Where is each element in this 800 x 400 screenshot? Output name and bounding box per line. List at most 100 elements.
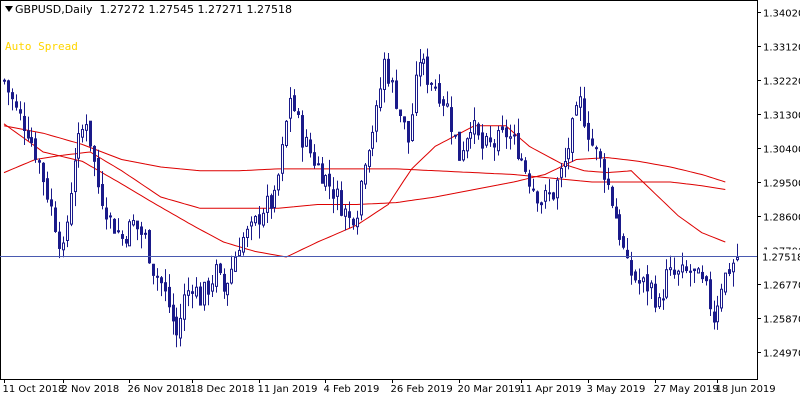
candle-bull [422,58,425,64]
candle-bull [560,167,563,178]
candle-bear [332,189,335,199]
candle-bear [136,220,139,230]
candle-bear [442,99,445,106]
candle-bear [638,280,641,284]
candle-bear [3,79,6,82]
candle-bear [348,211,351,218]
dropdown-triangle-icon[interactable] [5,6,13,12]
y-tick-label: 1.24970 [763,349,800,360]
y-tick-label: 1.32220 [763,77,800,88]
candle-bull [732,262,735,273]
candle-bull [85,124,88,131]
x-tick-label: 27 May 2019 [654,384,719,395]
candle-bull [567,148,570,160]
candle-bear [611,186,614,206]
candle-bear [528,173,531,187]
candle-bear [713,311,716,323]
candle-bull [473,120,476,135]
candle-bull [681,264,684,273]
candle-bull [203,281,206,306]
indicator-label: Auto Spread [5,40,78,53]
candle-bear [615,206,618,219]
candle-bear [685,266,688,272]
candle-bear [223,273,226,292]
x-tick-label: 4 Feb 2019 [324,384,380,395]
candle-bull [368,150,371,167]
candle-bull [697,268,700,274]
candle-bear [105,207,108,220]
candle-bear [501,126,504,131]
candle-bear [450,107,453,132]
candle-bear [144,232,147,235]
candle-bull [650,282,653,289]
candle-bull [724,272,727,293]
candle-bear [297,111,300,115]
candle-bear [140,226,143,235]
candle-bull [658,297,661,308]
candle-bull [391,80,394,83]
candle-bear [309,139,312,154]
low-value: 1.27271 [197,3,244,16]
candle-bear [321,163,324,184]
candle-bear [293,95,296,112]
candle-bull [74,160,77,193]
candle-bull [415,74,418,114]
candle-bear [125,239,128,244]
candle-bear [540,202,543,206]
candle-bull [364,164,367,185]
candle-bull [250,221,253,227]
candle-bear [19,109,22,114]
candle-bear [328,173,331,187]
candle-bull [564,161,567,168]
candle-bear [121,234,124,239]
candle-bear [536,191,539,204]
x-tick-label: 26 Feb 2019 [391,384,453,395]
current-price-label: 1.27518 [762,253,800,264]
candle-bear [156,275,159,278]
candle-bull [485,135,488,146]
candle-bull [677,270,680,275]
candle-bull [469,132,472,139]
candle-bear [11,92,14,100]
candle-bear [403,116,406,123]
candle-bear [15,101,18,108]
candle-bear [23,115,26,131]
candle-bull [379,88,382,109]
candle-bear [489,137,492,143]
candle-bear [618,214,621,240]
candle-bear [532,188,535,191]
candle-bear [340,190,343,216]
candle-bear [117,230,120,233]
candle-bull [419,62,422,77]
candle-bear [89,120,92,147]
candle-bull [669,267,672,271]
candle-bull [70,193,73,225]
y-tick-label: 1.33120 [763,43,800,54]
candle-bear [164,282,167,292]
candle-bear [30,137,33,144]
candle-bull [466,138,469,152]
current-price-box [758,249,800,264]
candle-bear [313,152,316,166]
x-tick-label: 20 Mar 2019 [458,384,521,395]
candle-bull [371,131,374,149]
candle-bull [215,264,218,287]
candle-bear [607,178,610,186]
candle-bull [544,190,547,202]
candle-bear [387,58,390,84]
candle-bull [273,189,276,208]
open-value: 1.27272 [99,3,146,16]
candle-bear [407,121,410,143]
candle-bull [305,136,308,147]
candle-bear [34,138,37,160]
candle-bear [481,132,484,149]
candle-bull [195,286,198,297]
candle-bear [587,122,590,140]
candle-bear [709,279,712,310]
candle-bull [66,221,69,242]
candle-bull [266,195,269,213]
candle-bear [701,271,704,280]
candle-bear [603,159,606,180]
